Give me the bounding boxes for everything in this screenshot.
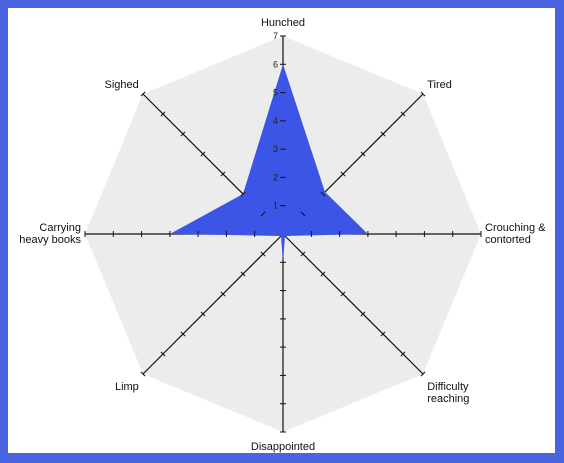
tick-label: 1: [273, 201, 278, 211]
axis-line-5: [142, 233, 284, 375]
axis-label: Disappointed: [251, 441, 315, 453]
axis-label: Limp: [115, 381, 139, 393]
tick-mark: [360, 311, 366, 317]
tick-mark: [380, 131, 386, 137]
axis-labels: Hunched Tired Crouching & contorted Difficul…: [19, 17, 546, 453]
series-area: [169, 64, 368, 263]
tick-mark: [300, 251, 306, 257]
tick-mark: [380, 331, 386, 337]
tick-mark: [240, 271, 246, 277]
axis-label: Crouching & contorted: [485, 222, 546, 246]
axis-label: Hunched: [261, 17, 305, 29]
tick-label: 5: [273, 88, 278, 98]
axis-label: Difficulty reaching: [427, 381, 469, 405]
axis-label: Tired: [427, 79, 452, 91]
axis-label: Carrying heavy books: [19, 222, 81, 246]
tick-mark: [320, 271, 326, 277]
tick-mark: [140, 91, 146, 97]
tick-mark: [340, 171, 346, 177]
tick-mark: [160, 351, 166, 357]
tick-mark: [300, 211, 306, 217]
tick-mark: [340, 291, 346, 297]
tick-mark: [200, 311, 206, 317]
tick-mark: [200, 151, 206, 157]
tick-labels: 1 2 3 4 5 6 7: [273, 31, 278, 211]
tick-label: 2: [273, 172, 278, 182]
tick-mark: [400, 111, 406, 117]
tick-mark: [420, 371, 426, 377]
tick-marks: [84, 35, 482, 433]
axis-line-3: [282, 233, 424, 375]
chart-canvas: 1 2 3 4 5 6 7 Hunched Tired Crouching & contorted…: [8, 8, 555, 453]
tick-mark: [420, 91, 426, 97]
tick-label: 7: [273, 31, 278, 41]
tick-mark: [160, 111, 166, 117]
tick-mark: [320, 191, 326, 197]
tick-mark: [220, 171, 226, 177]
tick-mark: [240, 191, 246, 197]
tick-mark: [140, 371, 146, 377]
tick-label: 4: [273, 116, 278, 126]
tick-mark: [260, 251, 266, 257]
tick-mark: [260, 211, 266, 217]
tick-mark: [220, 291, 226, 297]
tick-mark: [180, 331, 186, 337]
tick-mark: [360, 151, 366, 157]
axis-label: Sighed: [105, 79, 139, 91]
tick-label: 3: [273, 144, 278, 154]
tick-label: 6: [273, 59, 278, 69]
radar-chart: 1 2 3 4 5 6 7 Hunched Tired Crouching & contorted…: [19, 17, 546, 453]
tick-mark: [180, 131, 186, 137]
tick-mark: [400, 351, 406, 357]
